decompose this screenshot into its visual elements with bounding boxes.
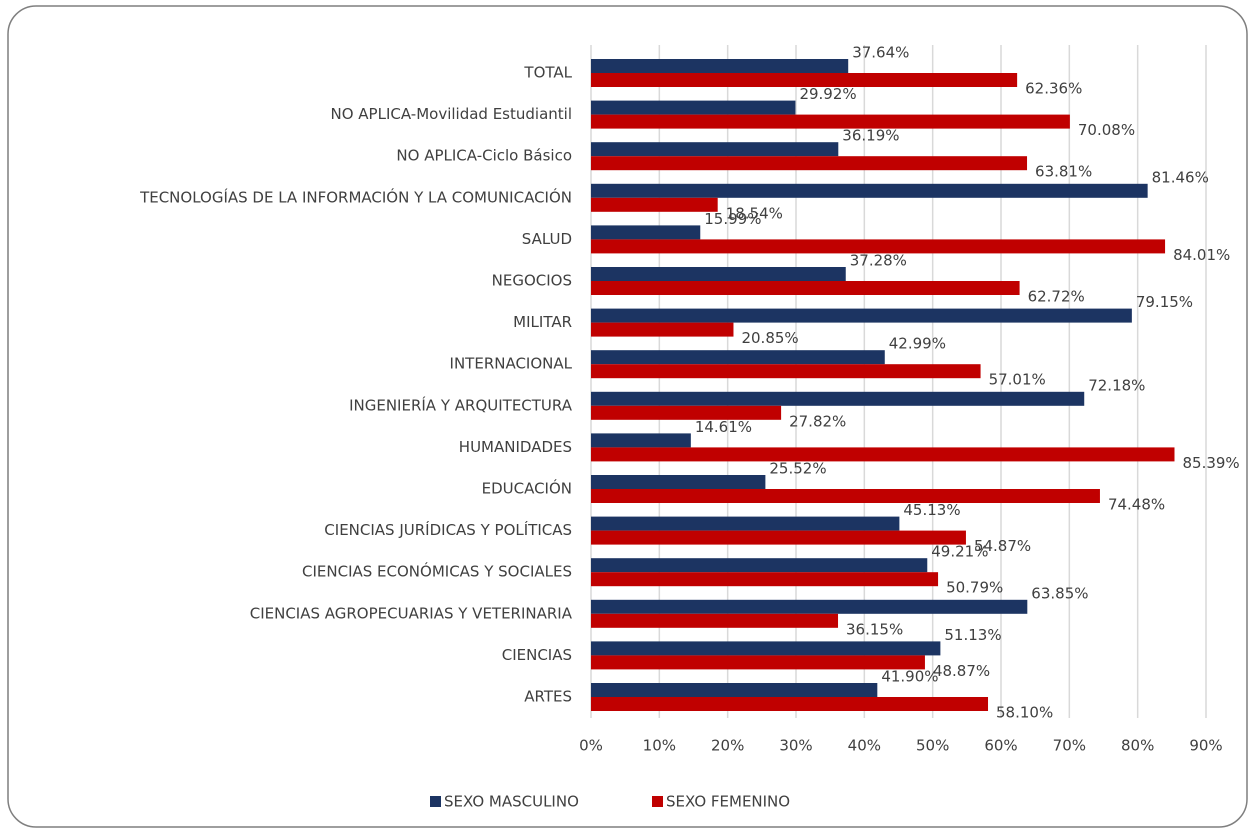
- data-label: 49.21%: [931, 543, 988, 561]
- bar: [591, 475, 766, 489]
- bar: [591, 59, 849, 73]
- category-label: HUMANIDADES: [459, 438, 572, 456]
- bar: [591, 183, 1148, 198]
- data-label: 63.81%: [1035, 163, 1092, 181]
- bar: [591, 489, 1100, 503]
- category-label: CIENCIAS: [502, 646, 572, 664]
- bar: [591, 558, 928, 573]
- data-label: 51.13%: [944, 626, 1001, 644]
- bar: [591, 530, 966, 545]
- bar: [591, 156, 1028, 171]
- bar: [591, 447, 1175, 462]
- bar: [591, 225, 701, 240]
- legend-swatch: [652, 796, 663, 807]
- bar: [591, 433, 691, 448]
- bar: [591, 350, 885, 365]
- bar: [591, 641, 941, 656]
- x-tick-label: 80%: [1121, 737, 1154, 755]
- data-label: 63.85%: [1031, 584, 1088, 602]
- bar: [591, 697, 989, 711]
- bar: [591, 308, 1132, 323]
- data-label: 54.87%: [974, 537, 1031, 555]
- bar: [591, 142, 839, 157]
- bar: [591, 391, 1085, 406]
- bar: [591, 683, 878, 697]
- x-tick-label: 20%: [711, 737, 744, 755]
- data-label: 70.08%: [1078, 121, 1135, 139]
- data-label: 79.15%: [1136, 293, 1193, 311]
- legend-swatch: [430, 796, 441, 807]
- x-tick-label: 0%: [579, 737, 603, 755]
- data-label: 72.18%: [1088, 376, 1145, 394]
- bar: [591, 73, 1018, 87]
- bar: [591, 364, 981, 379]
- bar: [591, 267, 846, 281]
- bar: [591, 599, 1028, 614]
- bar: [591, 100, 796, 115]
- data-label: 48.87%: [933, 662, 990, 680]
- data-label: 14.61%: [695, 418, 752, 436]
- category-label: CIENCIAS JURÍDICAS Y POLÍTICAS: [324, 520, 572, 539]
- bar: [591, 516, 900, 531]
- data-label: 18.54%: [726, 204, 783, 222]
- data-label: 62.36%: [1025, 80, 1082, 98]
- data-label: 45.13%: [903, 501, 960, 519]
- bar: [591, 114, 1070, 129]
- data-label: 58.10%: [996, 704, 1053, 722]
- bar: [591, 322, 734, 337]
- category-label: NO APLICA-Ciclo Básico: [396, 147, 572, 165]
- data-label: 37.64%: [852, 44, 909, 62]
- x-tick-label: 40%: [848, 737, 881, 755]
- x-tick-label: 90%: [1189, 737, 1222, 755]
- data-label: 20.85%: [741, 329, 798, 347]
- data-label: 62.72%: [1028, 288, 1085, 306]
- bar: [591, 405, 782, 420]
- data-label: 57.01%: [989, 371, 1046, 389]
- data-label: 15.99%: [704, 210, 761, 228]
- data-label: 27.82%: [789, 412, 846, 430]
- bar: [591, 197, 718, 212]
- data-label: 36.15%: [846, 620, 903, 638]
- x-tick-label: 30%: [779, 737, 812, 755]
- bar: [591, 613, 839, 628]
- data-label: 37.28%: [850, 252, 907, 270]
- category-label: MILITAR: [513, 313, 572, 331]
- data-label: 74.48%: [1108, 496, 1165, 514]
- category-label: INGENIERÍA Y ARQUITECTURA: [349, 395, 573, 414]
- category-label: NEGOCIOS: [492, 272, 572, 290]
- category-label: INTERNACIONAL: [450, 355, 573, 373]
- data-label: 84.01%: [1173, 246, 1230, 264]
- category-label: CIENCIAS ECONÓMICAS Y SOCIALES: [302, 562, 572, 581]
- category-label: TECNOLOGÍAS DE LA INFORMACIÓN Y LA COMUN…: [139, 187, 572, 206]
- category-label: SALUD: [522, 230, 572, 248]
- legend-label: SEXO FEMENINO: [666, 793, 790, 811]
- data-label: 36.19%: [842, 127, 899, 145]
- bar: [591, 239, 1166, 254]
- data-label: 50.79%: [946, 579, 1003, 597]
- x-tick-label: 50%: [916, 737, 949, 755]
- data-label: 29.92%: [799, 85, 856, 103]
- bar: [591, 655, 925, 670]
- bar: [591, 281, 1020, 295]
- data-label: 41.90%: [881, 668, 938, 686]
- x-tick-label: 70%: [1053, 737, 1086, 755]
- data-label: 81.46%: [1152, 168, 1209, 186]
- x-tick-label: 10%: [643, 737, 676, 755]
- category-label: ARTES: [524, 688, 572, 706]
- data-label: 25.52%: [769, 460, 826, 478]
- data-label: 85.39%: [1182, 454, 1239, 472]
- category-label: EDUCACIÓN: [482, 479, 572, 498]
- category-label: CIENCIAS AGROPECUARIAS Y VETERINARIA: [250, 604, 573, 622]
- bar: [591, 572, 939, 587]
- x-tick-label: 60%: [984, 737, 1017, 755]
- data-label: 42.99%: [889, 335, 946, 353]
- category-label: NO APLICA-Movilidad Estudiantil: [331, 105, 573, 123]
- legend-label: SEXO MASCULINO: [444, 793, 579, 811]
- category-label: TOTAL: [523, 64, 572, 82]
